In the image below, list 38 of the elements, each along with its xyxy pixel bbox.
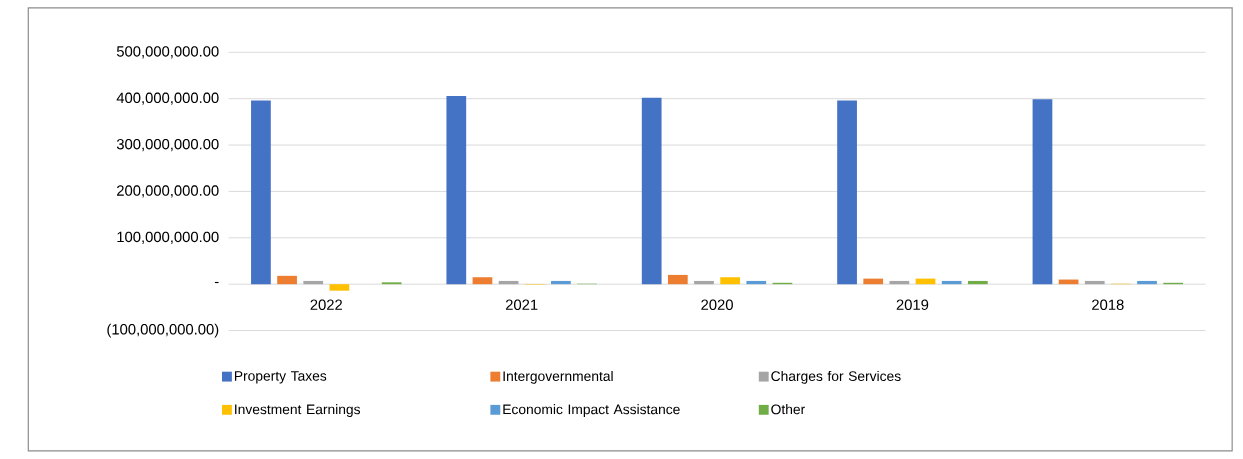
- bar: [1032, 99, 1053, 285]
- bar: [667, 274, 688, 285]
- bar: [694, 281, 714, 285]
- bar: [1084, 281, 1105, 285]
- bar: [889, 281, 910, 285]
- y-tick-label: 400,000,000.00: [116, 92, 219, 105]
- y-tick-label: 500,000,000.00: [116, 46, 219, 59]
- x-tick-label: 2020: [701, 299, 733, 311]
- legend-label: Intergovernmental: [503, 370, 613, 384]
- bar: [967, 281, 988, 285]
- bar: [941, 281, 962, 285]
- y-tick-label: 100,000,000.00: [117, 231, 219, 244]
- bar: [329, 284, 350, 291]
- legend-label: Other: [771, 404, 805, 415]
- legend-label: Economic Impact Assistance: [503, 404, 680, 418]
- bar: [863, 278, 884, 285]
- bar: [251, 100, 271, 285]
- legend-label: Investment Earnings: [235, 404, 361, 418]
- bar: [720, 277, 740, 285]
- y-tick-label: 300,000,000.00: [116, 139, 219, 152]
- bar: [551, 281, 571, 285]
- y-tick-label: 200,000,000.00: [117, 185, 219, 198]
- bar: [746, 281, 767, 285]
- y-tick-label: -: [214, 282, 219, 284]
- x-tick-label: 2022: [310, 299, 343, 311]
- bar: [303, 281, 324, 285]
- bar: [1137, 281, 1157, 285]
- legend-label: Property Taxes: [234, 371, 327, 384]
- x-tick-label: 2019: [896, 299, 929, 311]
- bar: [837, 100, 857, 285]
- bar: [277, 275, 297, 285]
- y-tick-label: (100,000,000.00): [107, 323, 219, 338]
- bar: [472, 277, 493, 285]
- x-tick-label: 2018: [1092, 299, 1124, 311]
- legend-label: Charges for Services: [771, 370, 901, 384]
- x-tick-label: 2021: [505, 299, 538, 311]
- bar: [446, 95, 467, 285]
- bar: [641, 97, 662, 285]
